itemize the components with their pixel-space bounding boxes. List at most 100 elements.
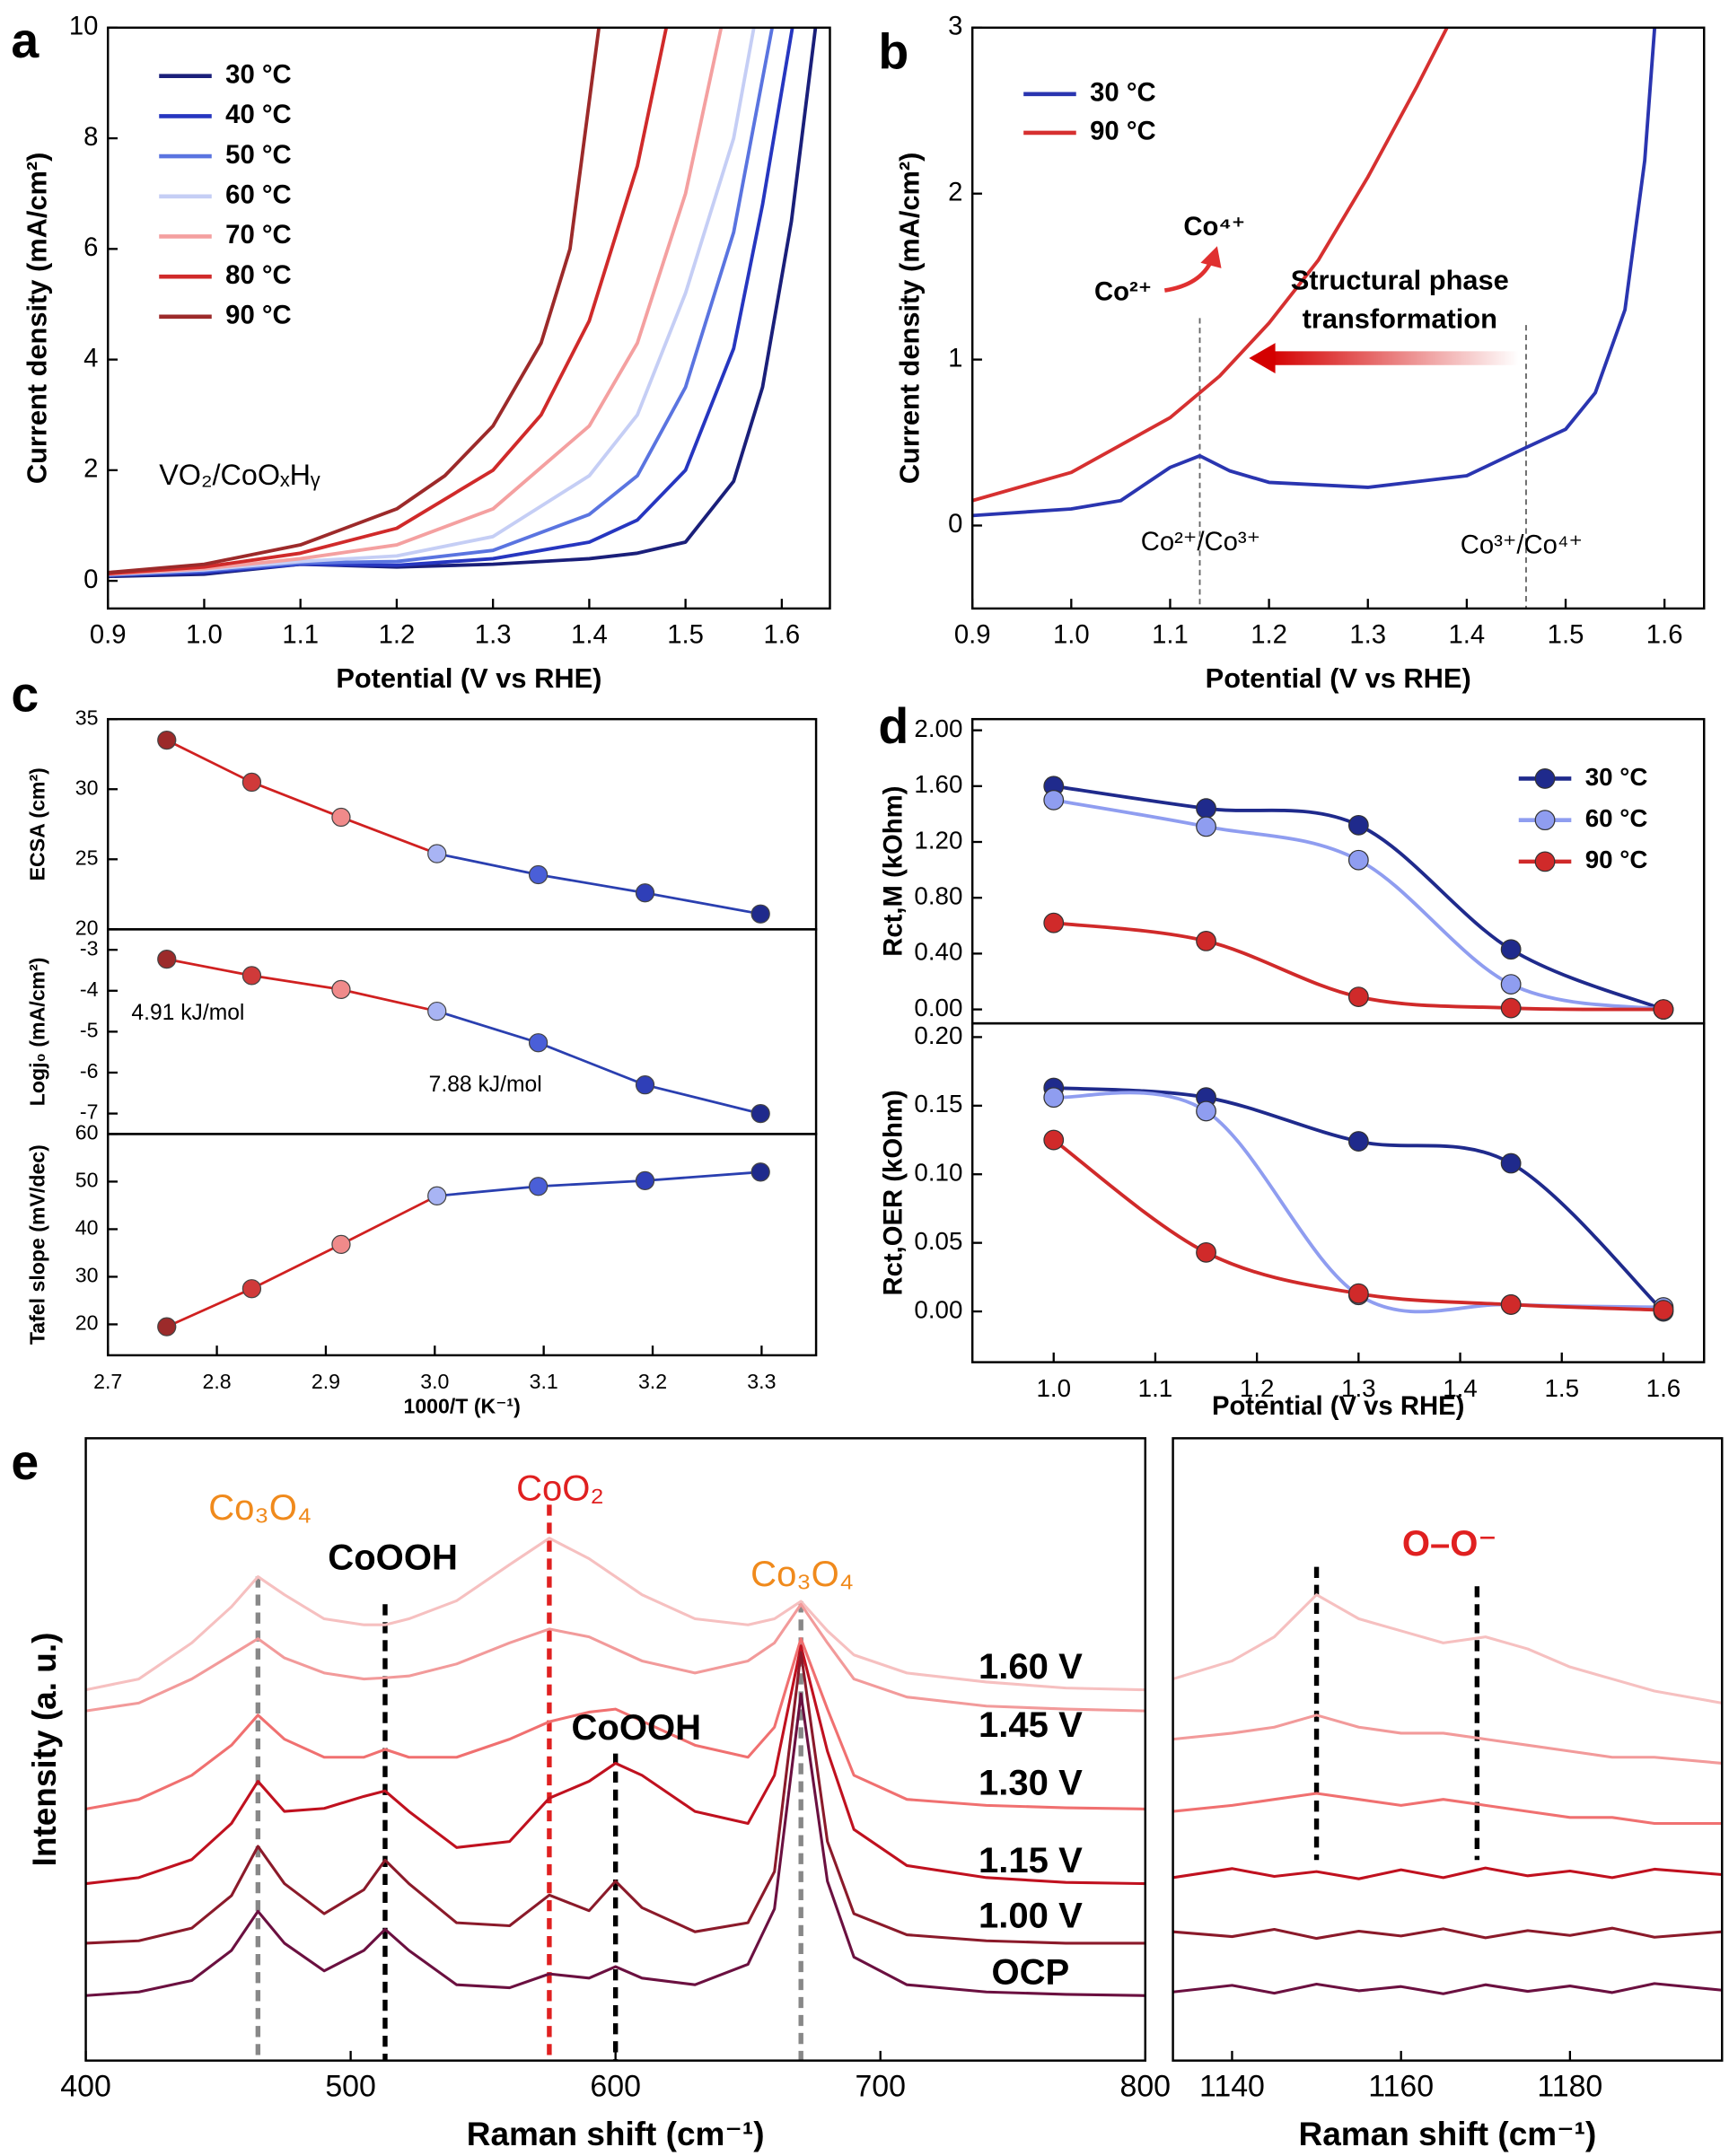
plot-frame (1172, 1437, 1724, 2062)
x-tick-label: 3.3 (747, 1370, 776, 1393)
y-tick-label: 0.80 (914, 882, 962, 910)
marker (1347, 849, 1369, 871)
fit-segment (340, 816, 438, 855)
y-tick-label: 1.20 (914, 826, 962, 854)
chart: 0.00 0.05 0.10 0.15 0.20 1.0 1.1 1.2 1.3 1.4 1.5 1.… (880, 1021, 1706, 1421)
y-tick-label: 25 (75, 846, 99, 869)
x-axis-label: Potential (V vs RHE) (1206, 662, 1471, 694)
marker (1196, 816, 1216, 837)
marker (1196, 1241, 1216, 1263)
oxidation-arrow (1163, 246, 1222, 293)
series-line (85, 1602, 1145, 1713)
x-tick-label: 1180 (1537, 2069, 1602, 2103)
marker (750, 904, 770, 924)
marker (1653, 999, 1674, 1020)
plot-area (108, 27, 818, 579)
chart: 1140 1160 1180 Raman shift (cm⁻¹) O–O⁻ (1172, 1437, 1724, 2152)
series-line (108, 27, 756, 576)
marker (157, 730, 177, 750)
fit-segment (436, 1010, 540, 1045)
marker (241, 1279, 262, 1299)
marker (635, 1075, 655, 1095)
y-tick-label: -4 (80, 977, 99, 1001)
x-tick-label: 1.3 (1349, 620, 1386, 649)
y-tick-label: 0 (948, 510, 962, 539)
annotation: Co⁴⁺ (1183, 213, 1245, 241)
marker (635, 883, 655, 903)
y-tick-label: 8 (83, 123, 98, 152)
chart: 400 500 600 700 800 Raman shift (cm⁻¹) Intensi… (11, 1434, 1171, 2152)
plot-area (166, 1170, 761, 1328)
plot-area (972, 27, 1657, 518)
y-axis-label: Rct,OER (kOhm) (880, 1090, 908, 1295)
y-tick-label: 0.00 (914, 1295, 962, 1323)
plot-frame (106, 1133, 818, 1357)
legend-label: 70 °C (225, 221, 292, 250)
fit-segment (166, 739, 253, 784)
annotation: O–O⁻ (1402, 1524, 1497, 1564)
series-line (972, 27, 1449, 503)
y-tick-label: -5 (80, 1018, 99, 1041)
y-axis-label: Current density (mA/cm²) (21, 153, 52, 485)
marker (528, 1033, 549, 1053)
chart: 20 30 40 50 60 2.7 2.8 2.9 3.0 3.1 3.2 3.3 1000/T (K… (25, 1121, 818, 1418)
fit-segment (436, 1185, 539, 1197)
x-tick-label: 1.1 (1138, 1374, 1173, 1402)
oxidation-arrow-head (1200, 246, 1222, 268)
series-line (972, 27, 1657, 518)
x-axis-label: Raman shift (cm⁻¹) (1299, 2116, 1597, 2152)
annotation: Co³⁺/Co⁴⁺ (1461, 530, 1583, 559)
fit-segment (166, 1287, 252, 1328)
y-tick-label: 0.05 (914, 1227, 962, 1255)
marker (1043, 789, 1065, 811)
y-tick-label: 20 (75, 1311, 99, 1335)
panel-label: c (11, 667, 39, 723)
marker (1500, 1152, 1522, 1174)
series-label: 1.15 V (979, 1841, 1083, 1880)
x-tick-label: 1.1 (282, 620, 319, 649)
plot-area (85, 1537, 1145, 1997)
marker (1347, 1283, 1369, 1304)
y-tick-label: 0.20 (914, 1021, 962, 1049)
series-line (1172, 1982, 1723, 1995)
marker (427, 844, 447, 863)
marker (1653, 1300, 1674, 1320)
legend-label: 50 °C (225, 141, 292, 170)
marker (1196, 931, 1216, 951)
legend-label: 40 °C (225, 101, 292, 129)
fit-segment (538, 873, 645, 895)
x-tick-label: 0.9 (90, 620, 127, 649)
phase-arrow-body (1269, 351, 1519, 365)
marker (241, 772, 262, 793)
panel-label: a (11, 13, 39, 68)
y-axis-label: Intensity (a. u.) (26, 1633, 63, 1867)
x-tick-label: 1.5 (1548, 620, 1584, 649)
fit-segment (436, 852, 539, 876)
y-tick-label: -6 (80, 1059, 99, 1082)
legend-label: 90 °C (225, 302, 292, 330)
y-tick-label: 0.10 (914, 1159, 962, 1187)
panel-label: e (11, 1434, 39, 1490)
x-tick-label: 1.6 (764, 620, 801, 649)
legend-marker (1534, 810, 1556, 831)
x-tick-label: 2.8 (203, 1370, 232, 1393)
fit-segment (538, 1041, 646, 1086)
y-tick-label: 30 (75, 776, 99, 799)
marker (1043, 1129, 1065, 1151)
legend-label: 30 °C (1090, 79, 1156, 108)
x-tick-label: 1.2 (1240, 1374, 1275, 1402)
x-tick-label: 1140 (1199, 2069, 1265, 2103)
x-tick-label: 700 (855, 2069, 906, 2103)
x-tick-label: 600 (590, 2069, 641, 2103)
y-tick-label: -3 (80, 936, 99, 960)
fit-segment (250, 781, 342, 819)
marker (528, 1177, 549, 1196)
marker (427, 1186, 447, 1205)
y-tick-label: 0.15 (914, 1090, 962, 1117)
y-tick-label: 0.40 (914, 938, 962, 966)
annotation: 4.91 kJ/mol (131, 1001, 244, 1025)
x-axis-label: Raman shift (cm⁻¹) (467, 2116, 765, 2152)
series-line (85, 1692, 1145, 1997)
series-label: 1.45 V (979, 1705, 1083, 1745)
y-axis-label: Tafel slope (mV/dec) (25, 1144, 48, 1345)
